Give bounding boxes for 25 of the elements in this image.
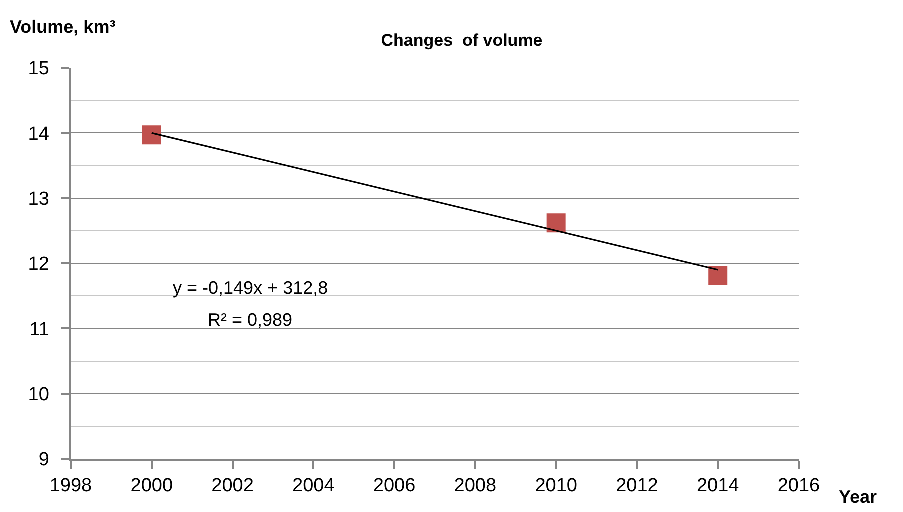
y-tick-label: 13 (28, 188, 50, 210)
y-tick-label: 15 (28, 58, 50, 80)
y-tick-label: 9 (38, 450, 50, 471)
x-tick-label: 1998 (50, 476, 92, 497)
x-tick-label: 2000 (130, 476, 174, 497)
x-tick-label: 2006 (373, 476, 416, 497)
y-tick-label: 14 (28, 124, 50, 145)
point (546, 214, 566, 233)
annotation: y = -0,149x + 312,8 (173, 278, 328, 298)
x-tick-label: 2004 (292, 476, 336, 497)
point (708, 266, 728, 286)
x-tick-label: 2008 (454, 476, 497, 497)
x-tick-label: 2016 (778, 476, 820, 497)
annotation: R² = 0,989 (208, 310, 293, 330)
y-tick-label: 12 (28, 254, 50, 276)
x-tick-label: 2002 (212, 476, 254, 497)
y-tick-label: 10 (28, 384, 50, 406)
x-tick-label: 2010 (535, 476, 578, 497)
point (142, 126, 162, 145)
x-tick-label: 2012 (616, 476, 658, 497)
x-axis-title: Year (839, 487, 878, 507)
chart-title: Changes of volume (381, 30, 543, 50)
x-tick-label: 2014 (696, 476, 740, 497)
y-tick-label: 11 (30, 319, 50, 340)
y-axis-title: Volume, km³ (10, 17, 116, 37)
